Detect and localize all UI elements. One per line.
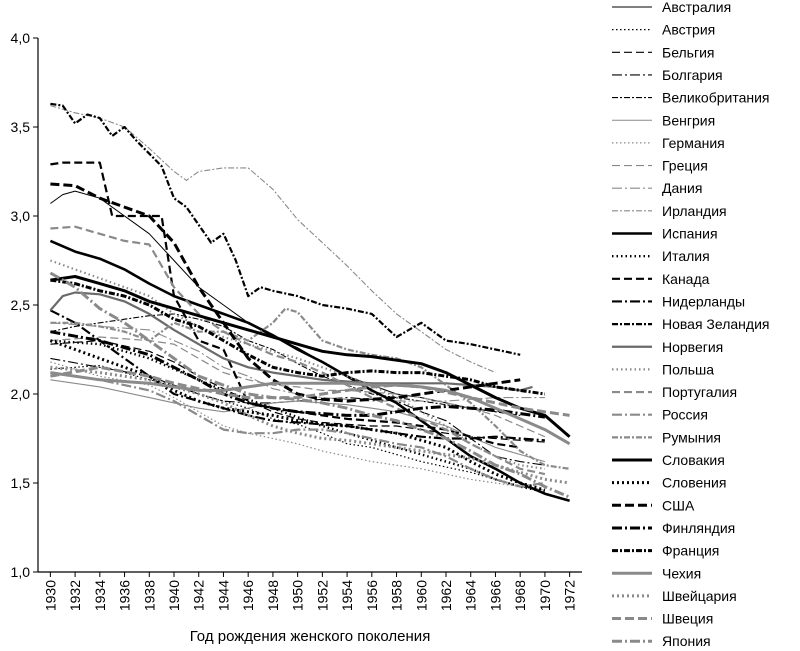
x-tick-label: 1970 [537, 580, 553, 611]
legend-label: Венгрия [662, 112, 715, 128]
legend-label: Франция [662, 543, 719, 559]
x-tick-label: 1934 [92, 580, 108, 611]
legend-label: Дания [662, 180, 702, 196]
series-line-20 [50, 275, 571, 438]
x-axis-title: Год рождения женского поколения [190, 628, 431, 645]
y-tick-label: 2,5 [11, 297, 31, 313]
legend-label: Чехия [662, 565, 701, 581]
legend-label: Бельгия [662, 44, 714, 60]
x-tick-label: 1932 [67, 580, 83, 611]
y-tick-label: 3,5 [11, 119, 31, 135]
series-line-28 [49, 271, 571, 499]
axes: 1,0 1,5 2,0 2,5 3,0 3,5 4,0 1930 1932 1934 1936 193… [11, 30, 582, 611]
series-line-21 [49, 339, 546, 492]
legend-label: Ирландия [662, 203, 727, 219]
series-lines [49, 102, 571, 503]
legend-label: Австрия [662, 22, 715, 38]
legend-label: Швеция [662, 611, 713, 627]
y-tick-label: 1,0 [11, 564, 31, 580]
x-tick-label: 1962 [438, 580, 454, 611]
legend-label: Германия [662, 135, 725, 151]
series-line-13 [49, 309, 545, 442]
y-tick-label: 1,5 [11, 475, 31, 491]
legend: Австралия Австрия Бельгия Болгария Великобри… [612, 0, 770, 649]
series-line-17 [50, 225, 546, 476]
x-tick-label: 1964 [463, 580, 479, 611]
x-tick-label: 1960 [413, 580, 429, 611]
legend-label: Испания [662, 226, 718, 242]
legend-label: Россия [662, 407, 708, 423]
legend-label: Канада [662, 271, 710, 287]
series-line-25 [50, 371, 571, 446]
x-tick-label: 1968 [512, 580, 528, 611]
series-line-26 [50, 365, 570, 485]
legend-label: Италия [662, 248, 710, 264]
y-tick-label: 2,0 [11, 386, 31, 402]
x-tick-label: 1948 [265, 580, 281, 611]
series-line-18 [50, 371, 546, 488]
x-tick-label: 1958 [389, 580, 405, 611]
y-tick-label: 3,0 [11, 208, 31, 224]
x-tick-label: 1956 [364, 580, 380, 611]
legend-label: Австралия [662, 0, 731, 15]
x-tick-label: 1940 [166, 580, 182, 611]
legend-label: США [662, 497, 695, 513]
series-line-19 [50, 307, 570, 470]
x-tick-label: 1930 [42, 580, 58, 611]
x-tick-label: 1936 [117, 580, 133, 611]
legend-label: Великобритания [662, 90, 770, 106]
legend-label: Новая Зеландия [662, 316, 769, 332]
series-line-27 [50, 365, 570, 417]
legend-label: Словения [662, 475, 726, 491]
legend-label: Словакия [662, 452, 725, 468]
series-line-14 [50, 102, 521, 356]
legend-label: Норвегия [662, 339, 723, 355]
x-tick-label: 1972 [562, 580, 578, 611]
series-line-6 [50, 361, 545, 491]
series-line-24 [50, 278, 546, 396]
legend-label: Португалия [662, 384, 737, 400]
series-line-7 [50, 336, 546, 438]
x-tick-label: 1950 [290, 580, 306, 611]
series-line-9 [50, 105, 496, 374]
series-line-2 [50, 340, 545, 443]
series-line-8 [50, 322, 545, 402]
series-line-4 [50, 313, 521, 416]
y-tick-label: 4,0 [11, 30, 31, 46]
x-tick-label: 1954 [339, 580, 355, 611]
x-tick-label: 1944 [215, 580, 231, 611]
legend-label: Греция [662, 158, 708, 174]
x-tick-label: 1938 [141, 580, 157, 611]
series-line-0 [50, 190, 496, 413]
series-line-12 [50, 161, 521, 449]
series-line-1 [50, 364, 545, 491]
legend-label: Финляндия [662, 520, 735, 536]
series-line-16 [50, 259, 546, 470]
x-tick-label: 1942 [191, 580, 207, 611]
legend-label: Швейцария [662, 588, 737, 604]
legend-label: Румыния [662, 429, 721, 445]
legend-label: Польша [662, 361, 714, 377]
series-line-23 [50, 330, 546, 419]
x-tick-label: 1966 [487, 580, 503, 611]
x-tick-label: 1946 [240, 580, 256, 611]
legend-label: Япония [662, 633, 711, 649]
x-tick-label: 1952 [314, 580, 330, 611]
legend-label: Болгария [662, 67, 723, 83]
legend-label: Нидерланды [662, 293, 745, 309]
series-line-15 [49, 291, 533, 392]
